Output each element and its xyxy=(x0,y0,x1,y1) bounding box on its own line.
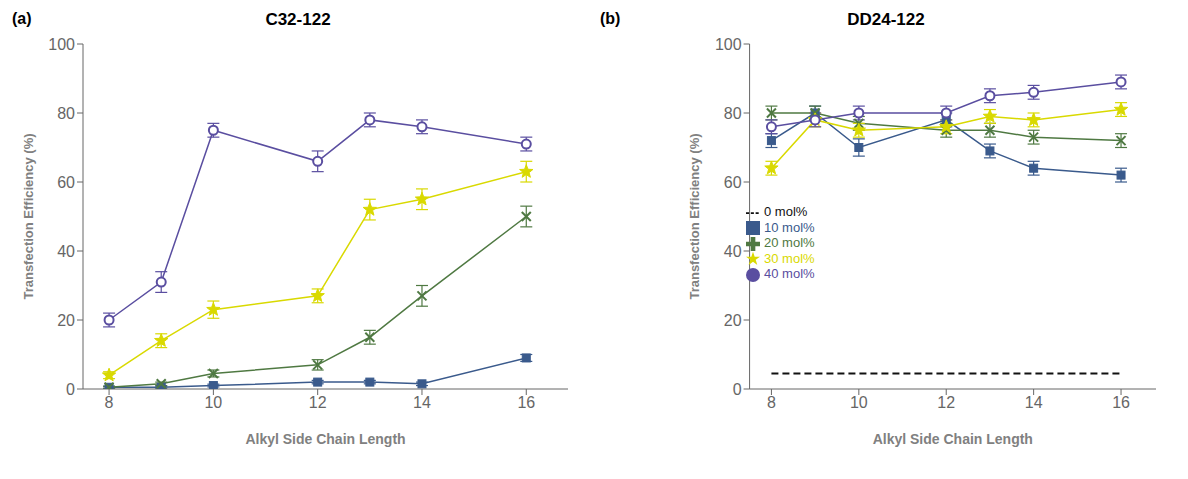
html-text:DD24-122: DD24-122 xyxy=(847,10,925,29)
svg-text:12: 12 xyxy=(309,394,327,411)
svg-text:Alkyl Side Chain Length: Alkyl Side Chain Length xyxy=(245,431,405,447)
html-text:(a): (a) xyxy=(12,10,32,27)
svg-text:80: 80 xyxy=(724,105,742,122)
html-text:10 mol%: 10 mol% xyxy=(764,219,815,235)
svg-text:Alkyl Side Chain Length: Alkyl Side Chain Length xyxy=(873,431,1033,447)
svg-text:14: 14 xyxy=(1025,394,1043,411)
svg-text:40: 40 xyxy=(724,243,742,260)
svg-text:0: 0 xyxy=(733,381,742,398)
svg-text:Transfection Efficiency (%): Transfection Efficiency (%) xyxy=(21,133,36,299)
svg-text:12: 12 xyxy=(937,394,955,411)
svg-text:20: 20 xyxy=(57,312,75,329)
svg-text:60: 60 xyxy=(57,174,75,191)
svg-text:14: 14 xyxy=(413,394,431,411)
svg-text:60: 60 xyxy=(724,174,742,191)
html-text:40 mol%: 40 mol% xyxy=(764,266,815,282)
svg-text:100: 100 xyxy=(715,36,742,53)
svg-text:20: 20 xyxy=(724,312,742,329)
html-text:C32-122: C32-122 xyxy=(265,10,331,29)
svg-text:10: 10 xyxy=(850,394,868,411)
svg-text:40: 40 xyxy=(57,243,75,260)
svg-text:16: 16 xyxy=(517,394,535,411)
svg-text:8: 8 xyxy=(767,394,776,411)
svg-text:8: 8 xyxy=(105,394,114,411)
html-text:30 mol%: 30 mol% xyxy=(764,250,815,266)
svg-text:16: 16 xyxy=(1112,394,1130,411)
svg-text:80: 80 xyxy=(57,105,75,122)
html-text:(b): (b) xyxy=(600,10,621,27)
html-text:20 mol%: 20 mol% xyxy=(764,235,815,251)
svg-text:0: 0 xyxy=(66,381,75,398)
svg-text:Transfection Efficiency (%): Transfection Efficiency (%) xyxy=(687,133,702,299)
svg-text:100: 100 xyxy=(48,36,75,53)
svg-text:10: 10 xyxy=(204,394,222,411)
html-text:0 mol%: 0 mol% xyxy=(764,204,808,219)
